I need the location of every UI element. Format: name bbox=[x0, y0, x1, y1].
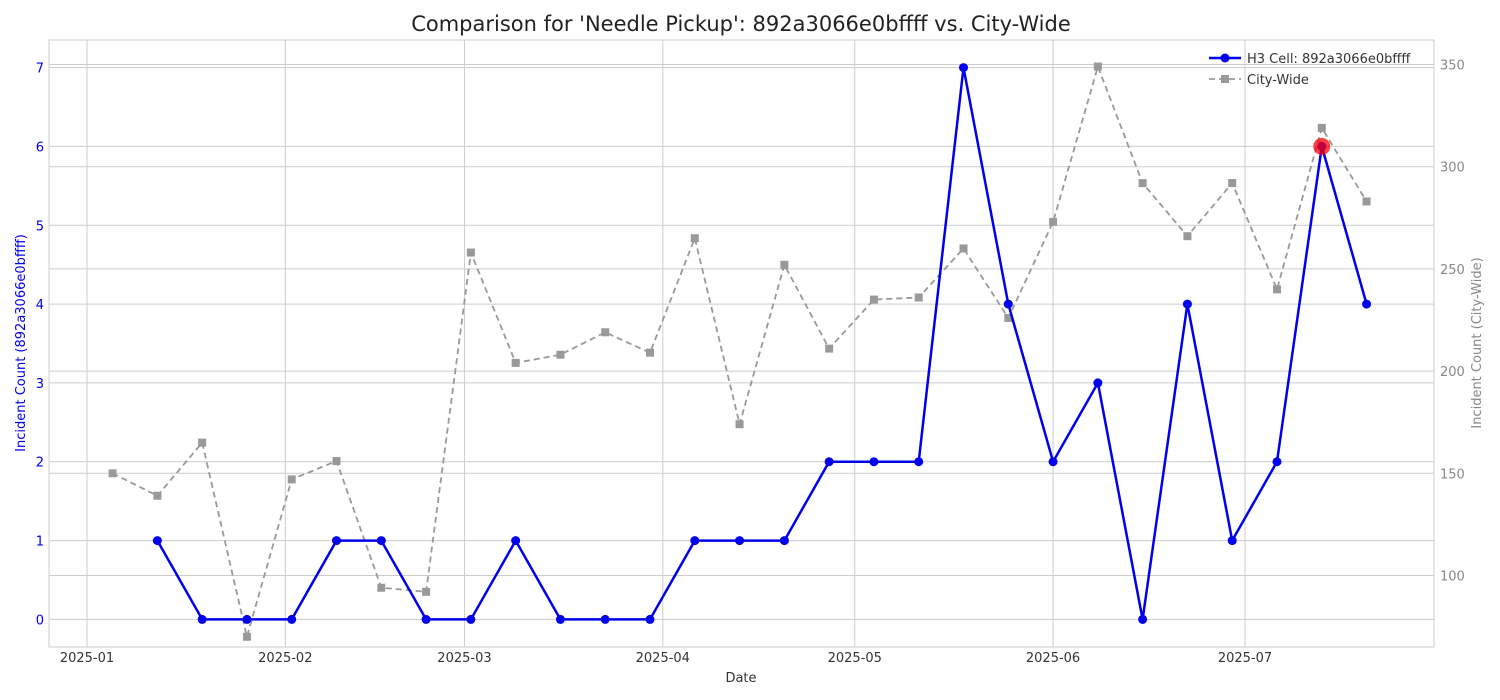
left-axis: 0 1 2 3 4 5 6 7 bbox=[36, 62, 44, 629]
h3-cell-point bbox=[197, 614, 207, 624]
x-tick-label: 2025-03 bbox=[437, 651, 491, 666]
gridlines bbox=[49, 40, 1434, 647]
city-wide-point bbox=[1362, 197, 1371, 206]
city-wide-point bbox=[332, 457, 341, 466]
right-axis: 100 150 200 250 300 350 bbox=[1440, 59, 1465, 585]
city-wide-point bbox=[422, 587, 431, 596]
city-wide-point bbox=[1138, 179, 1147, 188]
city-wide-point bbox=[1093, 62, 1102, 71]
legend-label-h3-cell: H3 Cell: 892a3066e0bffff bbox=[1247, 52, 1411, 67]
x-axis: 2025-01 2025-02 2025-03 2025-04 2025-05 2025-… bbox=[60, 651, 1272, 666]
h3-cell-point bbox=[779, 536, 789, 546]
h3-cell-point bbox=[466, 614, 476, 624]
city-wide-point bbox=[287, 475, 296, 484]
y-right-tick-label: 200 bbox=[1440, 365, 1465, 380]
y-right-tick-label: 150 bbox=[1440, 467, 1465, 482]
x-tick-label: 2025-07 bbox=[1218, 651, 1272, 666]
y-left-tick-label: 6 bbox=[36, 140, 44, 155]
x-tick-label: 2025-02 bbox=[258, 651, 312, 666]
city-wide-point bbox=[735, 420, 744, 429]
h3-cell-point bbox=[421, 614, 431, 624]
city-wide-point bbox=[1004, 313, 1013, 322]
h3-cell-point bbox=[1138, 614, 1148, 624]
x-tick-label: 2025-06 bbox=[1026, 651, 1080, 666]
h3-cell-point bbox=[555, 614, 565, 624]
y-left-tick-label: 4 bbox=[36, 298, 44, 313]
y-left-tick-label: 5 bbox=[36, 219, 44, 234]
city-wide-point bbox=[601, 328, 610, 337]
y-left-tick-label: 3 bbox=[36, 377, 44, 392]
highlight-point bbox=[1313, 137, 1331, 155]
h3-cell-point bbox=[869, 457, 879, 467]
y-axis-left-label: Incident Count (892a3066e0bffff) bbox=[14, 234, 29, 452]
h3-cell-point bbox=[914, 457, 924, 467]
y-right-tick-label: 100 bbox=[1440, 569, 1465, 584]
legend-label-city-wide: City-Wide bbox=[1247, 73, 1309, 88]
city-wide-point bbox=[466, 248, 475, 257]
y-left-tick-label: 2 bbox=[36, 456, 44, 471]
y-left-tick-label: 1 bbox=[36, 535, 44, 550]
h3-cell-point bbox=[1362, 299, 1372, 309]
h3-cell-point bbox=[1227, 536, 1237, 546]
x-axis-label: Date bbox=[725, 671, 756, 686]
city-wide-point bbox=[108, 469, 117, 478]
chart-title: Comparison for 'Needle Pickup': 892a3066… bbox=[411, 12, 1071, 36]
city-wide-point bbox=[780, 260, 789, 269]
h3-cell-point bbox=[1272, 457, 1282, 467]
city-wide-point bbox=[153, 491, 162, 500]
h3-cell-point bbox=[287, 614, 297, 624]
h3-cell-point bbox=[152, 536, 162, 546]
y-left-tick-label: 0 bbox=[36, 613, 44, 628]
series-layer bbox=[108, 62, 1372, 641]
legend-marker-city-wide bbox=[1221, 75, 1229, 83]
h3-cell-point bbox=[1182, 299, 1192, 309]
city-wide-point bbox=[1317, 123, 1326, 132]
legend: H3 Cell: 892a3066e0bffff City-Wide bbox=[1209, 52, 1411, 88]
h3-cell-point bbox=[958, 63, 968, 73]
x-tick-label: 2025-04 bbox=[636, 651, 690, 666]
h3-cell-point bbox=[1093, 378, 1103, 388]
h3-cell-point bbox=[332, 536, 342, 546]
y-right-tick-label: 300 bbox=[1440, 161, 1465, 176]
h3-cell-point bbox=[376, 536, 386, 546]
city-wide-point bbox=[556, 350, 565, 359]
city-wide-point bbox=[914, 293, 923, 302]
h3-cell-point bbox=[645, 614, 655, 624]
y-right-tick-label: 250 bbox=[1440, 263, 1465, 278]
city-wide-point bbox=[959, 244, 968, 253]
h3-cell-point bbox=[511, 536, 521, 546]
city-wide-point bbox=[242, 632, 251, 641]
city-wide-point bbox=[1183, 232, 1192, 241]
city-wide-point bbox=[198, 438, 207, 447]
city-wide-point bbox=[511, 358, 520, 367]
city-wide-point bbox=[1272, 285, 1281, 294]
y-left-tick-label: 7 bbox=[36, 62, 44, 77]
city-wide-point bbox=[377, 583, 386, 592]
h3-cell-point bbox=[600, 614, 610, 624]
legend-marker-h3-cell bbox=[1220, 53, 1230, 63]
city-wide-point bbox=[1049, 217, 1058, 226]
h3-cell-line bbox=[156, 67, 1368, 621]
city-wide-point bbox=[646, 348, 655, 357]
y-right-tick-label: 350 bbox=[1440, 59, 1465, 74]
x-tick-label: 2025-01 bbox=[60, 651, 114, 666]
h3-cell-point bbox=[242, 614, 252, 624]
h3-cell-point bbox=[690, 536, 700, 546]
city-wide-point bbox=[690, 234, 699, 243]
h3-cell-point bbox=[735, 536, 745, 546]
city-wide-point bbox=[1228, 179, 1237, 188]
city-wide-point bbox=[825, 344, 834, 353]
h3-cell-point bbox=[1003, 299, 1013, 309]
city-wide-point bbox=[869, 295, 878, 304]
x-tick-label: 2025-05 bbox=[828, 651, 882, 666]
plot-area bbox=[48, 39, 1435, 648]
y-axis-right-label: Incident Count (City-Wide) bbox=[1470, 257, 1485, 428]
h3-cell-point bbox=[824, 457, 834, 467]
h3-cell-point bbox=[1048, 457, 1058, 467]
